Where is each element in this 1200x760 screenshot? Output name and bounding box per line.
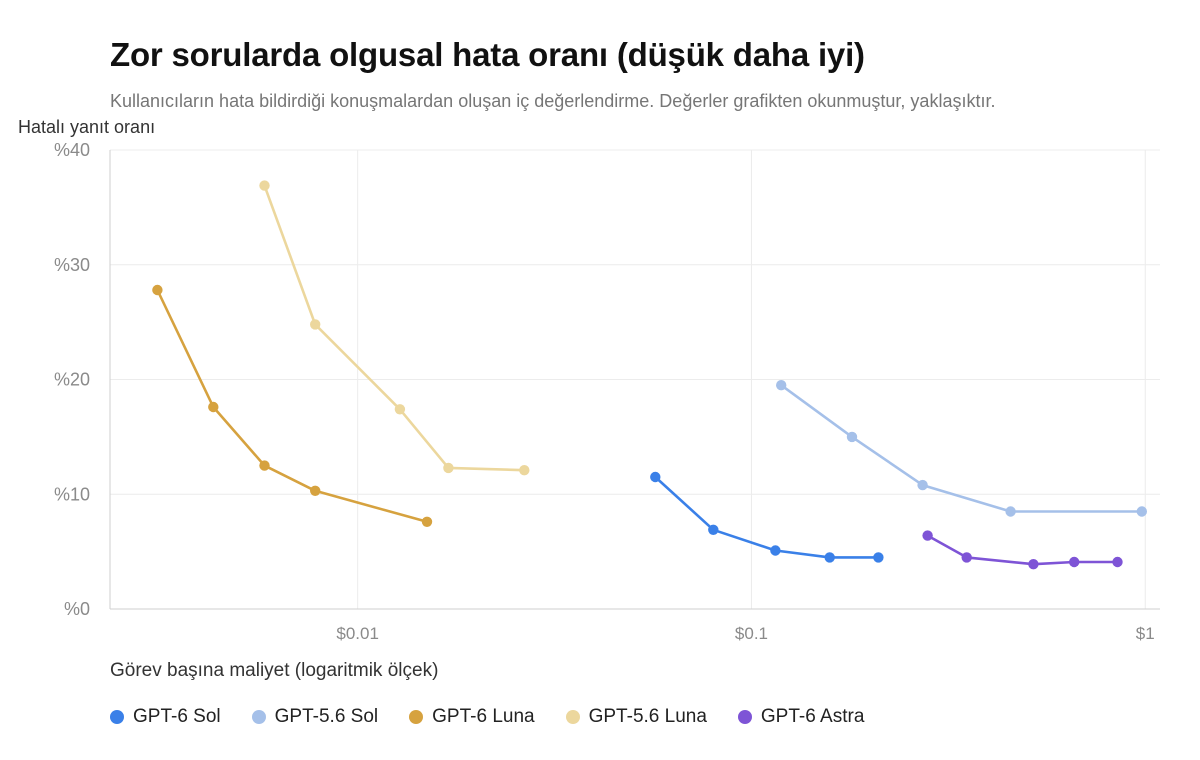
legend-label: GPT-6 Astra [760,706,865,727]
data-point [776,380,787,391]
legend-item-gpt-6-luna: GPT-6 Luna [409,706,535,728]
data-point [310,485,321,496]
data-point [519,465,530,476]
data-point [1069,556,1080,568]
data-point [1136,506,1148,517]
data-point [650,471,661,483]
data-point [873,552,884,563]
y-tick-label: %0 [64,599,90,619]
data-point [259,180,270,191]
data-point [922,530,933,541]
data-point [961,552,972,563]
data-point [1005,506,1016,517]
x-axis-label: Görev başına maliyet (logaritmik ölçek) [110,660,438,681]
legend-marker [409,710,424,724]
legend-label: GPT-6 Luna [432,706,535,727]
y-tick-label: %40 [54,140,90,160]
data-point [443,462,454,474]
data-point [259,460,270,471]
data-point [421,516,433,527]
data-point [208,401,219,413]
series-line [263,184,526,472]
legend-marker [251,710,266,724]
x-tick-label: $0.01 [336,624,379,643]
legend-marker [565,710,580,724]
chart-title: Zor sorularda olgusal hata oranı (düşük … [110,36,865,73]
data-point [152,284,163,296]
series-gpt-5-6-luna [259,180,530,476]
legend-label: GPT-6 Sol [133,706,221,727]
data-point [1028,559,1039,570]
legend-item-gpt-5-6-sol: GPT-5.6 Sol [251,706,379,728]
series-line [653,475,880,559]
y-tick-label: %10 [54,484,90,504]
legend-item-gpt-6-sol: GPT-6 Sol [110,706,221,728]
data-point [770,545,781,556]
series-gpt-6-luna [152,284,433,527]
legend-marker [737,710,752,724]
legend-label: GPT-5.6 Sol [274,706,379,727]
y-axis-label: Hatalı yanıt oranı [18,117,155,137]
series-gpt-5-6-sol [776,380,1148,517]
legend-marker [110,710,124,724]
series-line [779,383,1144,513]
x-tick-label: $1 [1136,624,1155,643]
series-line [156,288,429,524]
legend-item-gpt-6-astra: GPT-6 Astra [737,706,865,728]
legend-label: GPT-5.6 Luna [588,706,707,727]
chart-legend: GPT-6 Sol GPT-5.6 Sol GPT-6 Luna GPT-5.6 Lu… [110,706,895,728]
data-point [846,431,858,443]
x-tick-label: $0.1 [735,624,768,643]
data-point [310,319,321,330]
legend-item-gpt-5-6-luna: GPT-5.6 Luna [565,706,707,728]
series-gpt-6-sol [650,471,884,563]
series-gpt-6-astra [922,530,1123,570]
data-point [394,404,406,415]
data-point [824,552,835,563]
data-point [1112,556,1123,568]
y-tick-label: %20 [54,370,90,390]
chart-subtitle: Kullanıcıların hata bildirdiği konuşmala… [110,91,996,111]
data-point [917,479,928,491]
y-tick-label: %30 [54,255,90,275]
data-point [708,524,719,535]
series-line [926,534,1119,566]
